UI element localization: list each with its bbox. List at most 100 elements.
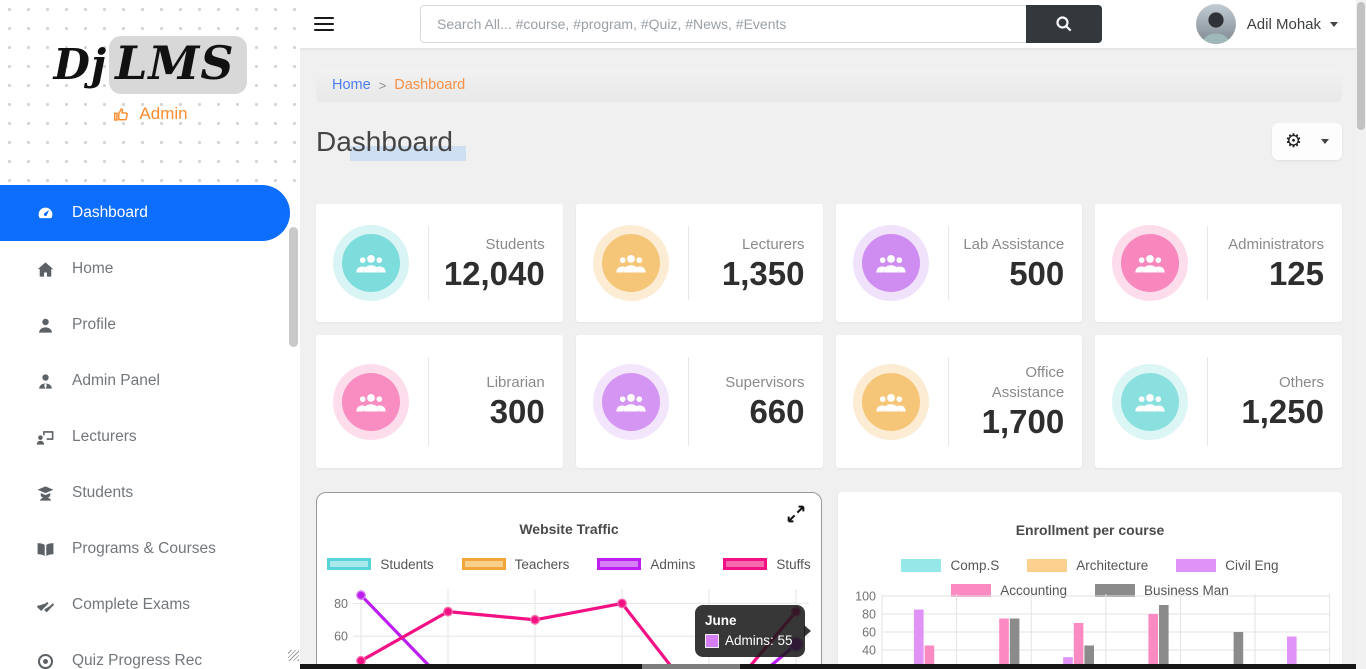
users-icon (601, 372, 660, 431)
sidebar-item-complete-exams[interactable]: Complete Exams (0, 577, 300, 633)
svg-text:80: 80 (862, 608, 876, 622)
divider (1207, 226, 1209, 300)
legend-swatch (951, 584, 992, 597)
stat-card-students: Students 12,040 (316, 204, 563, 322)
breadcrumb-home-link[interactable]: Home (332, 77, 371, 93)
users-icon (601, 234, 660, 292)
sidebar-item-home[interactable]: Home (0, 241, 300, 297)
stat-card-office-assistance: Office Assistance 1,700 (835, 335, 1083, 468)
resize-grip[interactable] (288, 650, 299, 661)
chart-tooltip: June Admins: 55 (695, 605, 811, 657)
stat-label: Lecturers (741, 235, 805, 253)
bottom-scrollbar-thumb[interactable] (642, 664, 740, 669)
open-book-icon (37, 542, 54, 556)
stat-label: Students (485, 235, 545, 253)
chevron-down-icon (1330, 21, 1338, 27)
hamburger-menu-icon[interactable] (314, 13, 334, 34)
users-icon (861, 234, 920, 292)
breadcrumb-current: Dashboard (394, 77, 466, 93)
divider (428, 226, 429, 300)
search-input[interactable] (420, 5, 1026, 43)
page-content: Home > Dashboard Dashboard ⚙ Students 12,… (300, 68, 1366, 669)
svg-text:60: 60 (334, 630, 348, 644)
sidebar-item-dashboard[interactable]: Dashboard (0, 185, 290, 241)
search-bar (420, 5, 1102, 43)
stat-card-lecturers: Lecturers 1,350 (575, 204, 823, 322)
line-chart-legend: Students Teachers Admins Stuffs (317, 555, 821, 573)
page-title: Dashboard (316, 126, 466, 161)
legend-item[interactable]: Stuffs (723, 557, 811, 572)
brand-header: Dj LMS Admin (0, 0, 300, 182)
divider (687, 226, 689, 300)
sidebar-item-lecturers[interactable]: Lecturers (0, 409, 300, 465)
stat-label: Lab Assistance (963, 235, 1065, 253)
sidebar-item-quiz-progress[interactable]: Quiz Progress Rec (0, 633, 300, 669)
legend-item[interactable]: Accounting (951, 583, 1067, 598)
sidebar-item-label: Complete Exams (72, 596, 191, 613)
stat-card-lab-assistance: Lab Assistance 500 (835, 204, 1083, 322)
sidebar-item-label: Home (72, 260, 114, 277)
stat-value: 1,250 (1241, 393, 1324, 431)
home-icon (37, 261, 54, 277)
settings-dropdown-button[interactable]: ⚙ (1271, 123, 1342, 160)
gauge-icon (38, 207, 53, 218)
sidebar-scrollbar-thumb[interactable] (289, 227, 298, 347)
search-button[interactable] (1026, 5, 1102, 43)
website-traffic-card: Website Traffic Students Teachers Admins… (316, 492, 822, 669)
sidebar-item-label: Quiz Progress Rec (72, 652, 203, 669)
role-label: Admin (139, 104, 188, 123)
topbar: Adil Mohak (300, 0, 1366, 48)
stat-value: 125 (1268, 254, 1324, 292)
legend-swatch (461, 558, 506, 570)
chevron-down-icon (1321, 139, 1329, 144)
legend-item[interactable]: Admins (597, 557, 695, 572)
users-icon (1121, 372, 1180, 431)
app-logo[interactable]: Dj LMS (0, 36, 300, 94)
enrollment-card: Enrollment per course Comp.S Architectur… (838, 492, 1342, 669)
logo-text: Dj (53, 40, 108, 89)
user-icon (39, 318, 52, 333)
stats-grid: Students 12,040 Lecturers 1,350 Lab Assist… (316, 204, 1342, 468)
stat-value: 1,350 (721, 254, 805, 292)
tooltip-swatch (705, 633, 719, 648)
legend-item[interactable]: Civil Eng (1176, 558, 1279, 573)
sidebar-item-admin-panel[interactable]: Admin Panel (0, 353, 300, 409)
sidebar-item-programs-courses[interactable]: Programs & Courses (0, 521, 300, 577)
bottom-scrollbar[interactable] (300, 664, 1366, 669)
avatar (1195, 4, 1236, 44)
sidebar-nav: Dashboard Home Profile Admin Panel Lectu… (0, 185, 300, 669)
expand-icon[interactable] (785, 503, 807, 525)
stat-value: 1,700 (981, 403, 1065, 441)
sidebar-item-label: Dashboard (72, 204, 148, 221)
sidebar-item-students[interactable]: Students (0, 465, 300, 521)
page-scrollbar[interactable] (1356, 0, 1366, 669)
main-area: Adil Mohak Home > Dashboard Dashboard ⚙ (300, 0, 1366, 669)
stat-value: 300 (489, 393, 545, 431)
divider (947, 226, 949, 300)
enrollment-canvas: 100 80 60 40 (855, 590, 1331, 669)
legend-item[interactable]: Teachers (461, 557, 569, 572)
legend-swatch (901, 559, 942, 572)
search-icon (1056, 16, 1072, 32)
user-tie-icon (39, 373, 52, 389)
stat-label: Librarian (486, 374, 545, 392)
sidebar-item-label: Admin Panel (72, 372, 160, 389)
legend-item[interactable]: Students (327, 557, 434, 572)
legend-item[interactable]: Comp.S (901, 558, 999, 573)
legend-item[interactable]: Business Man (1095, 583, 1229, 598)
breadcrumb: Home > Dashboard (316, 68, 1342, 102)
svg-text:100: 100 (855, 590, 876, 604)
chart-title: Website Traffic (519, 521, 619, 537)
logo-highlight-text: LMS (109, 36, 247, 94)
sidebar-scrollbar[interactable] (289, 0, 298, 669)
bar-chart-legend: Comp.S Architecture Civil Eng Accounting… (838, 558, 1342, 598)
sidebar-item-profile[interactable]: Profile (0, 297, 300, 353)
legend-swatch (723, 558, 768, 570)
user-menu[interactable]: Adil Mohak (1195, 4, 1338, 44)
sidebar-item-label: Programs & Courses (72, 540, 216, 557)
page-scrollbar-thumb[interactable] (1357, 2, 1365, 130)
legend-item[interactable]: Architecture (1027, 558, 1148, 573)
svg-text:40: 40 (862, 644, 876, 658)
stat-card-others: Others 1,250 (1095, 335, 1342, 468)
